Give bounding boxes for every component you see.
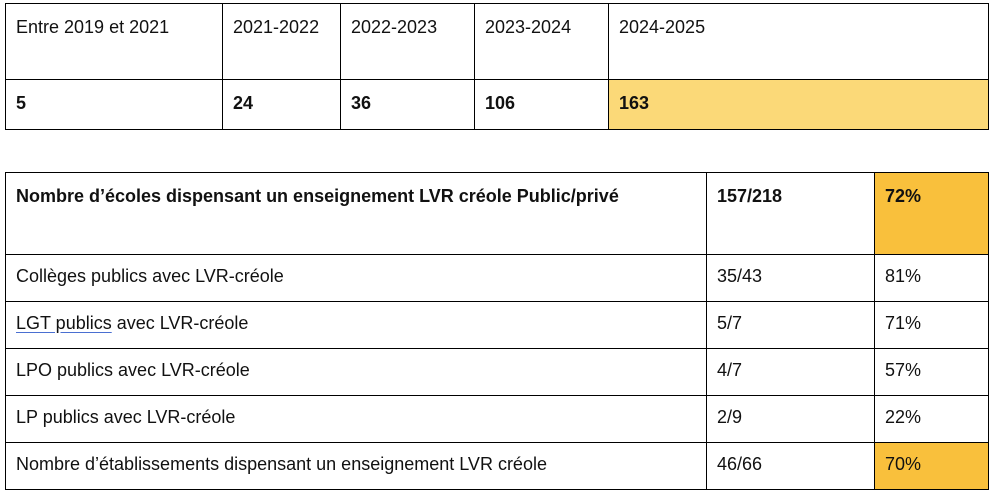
row-label: LPO publics avec LVR-créole bbox=[5, 348, 707, 396]
students-per-year-table: Entre 2019 et 2021 2021-2022 2022-2023 2… bbox=[5, 3, 989, 130]
value-cell-2019-2021: 5 bbox=[5, 79, 223, 130]
header-cell-2021-2022: 2021-2022 bbox=[222, 3, 341, 80]
table-values-row: 5 24 36 106 163 bbox=[5, 79, 989, 130]
value-cell-2023-2024: 106 bbox=[474, 79, 609, 130]
row-ratio: 35/43 bbox=[706, 254, 875, 302]
table-row: Nombre d’écoles dispensant un enseigneme… bbox=[5, 172, 989, 255]
header-cell-2019-2021: Entre 2019 et 2021 bbox=[5, 3, 223, 80]
row-label: LP publics avec LVR-créole bbox=[5, 395, 707, 443]
table-row: LPO publics avec LVR-créole 4/7 57% bbox=[5, 348, 989, 396]
row-percent: 22% bbox=[874, 395, 989, 443]
row-percent: 57% bbox=[874, 348, 989, 396]
header-cell-2022-2023: 2022-2023 bbox=[340, 3, 475, 80]
row-label: LGT publics avec LVR-créole bbox=[5, 301, 707, 349]
row-ratio: 157/218 bbox=[706, 172, 875, 255]
header-cell-2024-2025: 2024-2025 bbox=[608, 3, 989, 80]
value-cell-2022-2023: 36 bbox=[340, 79, 475, 130]
row-percent: 72% bbox=[874, 172, 989, 255]
row-ratio: 4/7 bbox=[706, 348, 875, 396]
table-row: Collèges publics avec LVR-créole 35/43 8… bbox=[5, 254, 989, 302]
row-percent: 71% bbox=[874, 301, 989, 349]
table-row: LGT publics avec LVR-créole 5/7 71% bbox=[5, 301, 989, 349]
row-percent: 81% bbox=[874, 254, 989, 302]
value-cell-2021-2022: 24 bbox=[222, 79, 341, 130]
lvr-creole-table: Nombre d’écoles dispensant un enseigneme… bbox=[5, 172, 989, 490]
value-cell-2024-2025: 163 bbox=[608, 79, 989, 130]
row-label-rest: avec LVR-créole bbox=[111, 313, 249, 333]
row-label-underlined: LGT publics bbox=[16, 313, 112, 333]
row-percent: 70% bbox=[874, 442, 989, 490]
row-ratio: 5/7 bbox=[706, 301, 875, 349]
header-cell-2023-2024: 2023-2024 bbox=[474, 3, 609, 80]
row-ratio: 46/66 bbox=[706, 442, 875, 490]
row-label: Nombre d’établissements dispensant un en… bbox=[5, 442, 707, 490]
row-label: Nombre d’écoles dispensant un enseigneme… bbox=[5, 172, 707, 255]
table-header-row: Entre 2019 et 2021 2021-2022 2022-2023 2… bbox=[5, 3, 989, 80]
table-row: LP publics avec LVR-créole 2/9 22% bbox=[5, 395, 989, 443]
row-ratio: 2/9 bbox=[706, 395, 875, 443]
table-row: Nombre d’établissements dispensant un en… bbox=[5, 442, 989, 490]
row-label: Collèges publics avec LVR-créole bbox=[5, 254, 707, 302]
